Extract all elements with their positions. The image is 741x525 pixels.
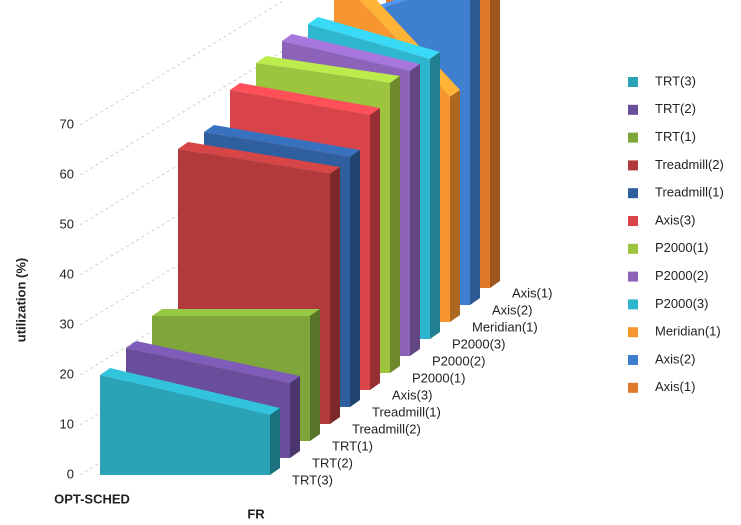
ribbon-side (450, 90, 460, 322)
y-tick-label: 30 (60, 316, 74, 331)
x-tick-label: FR (247, 506, 265, 521)
ribbon-top (126, 341, 300, 383)
ribbon-top (100, 368, 280, 415)
ribbon (100, 375, 270, 475)
y-tick-label: 40 (60, 266, 74, 281)
series-depth-label: Meridian(1) (472, 319, 538, 334)
ribbon-side (490, 0, 500, 288)
series-depth-label: P2000(3) (452, 336, 505, 351)
legend-swatch (628, 382, 638, 393)
series-depth-label: P2000(1) (412, 370, 465, 385)
legend-label: Treadmill(2) (655, 157, 724, 172)
series-depth-label: Treadmill(1) (372, 404, 441, 419)
legend-label: Axis(3) (655, 212, 695, 227)
ribbon-top (282, 34, 420, 71)
x-tick-label: OPT-SCHED (54, 491, 130, 506)
legend-label: P2000(2) (655, 268, 708, 283)
series-depth-label: Axis(3) (392, 387, 432, 402)
legend-swatch (628, 216, 638, 226)
ribbon-side (470, 0, 480, 305)
series-depth-label: Treadmill(2) (352, 421, 421, 436)
ribbon-side (430, 52, 440, 339)
legend-swatch (628, 355, 638, 365)
legend-swatch (628, 132, 638, 143)
ribbon-side (310, 309, 320, 441)
series-depth-label: Axis(1) (512, 285, 552, 300)
legend-label: Axis(1) (655, 379, 695, 394)
series-depth-label: Axis(2) (492, 302, 532, 317)
ribbon-side (410, 64, 420, 356)
ribbon-top (178, 142, 340, 174)
legend-swatch (628, 160, 638, 171)
legend-label: Axis(2) (655, 351, 695, 366)
ribbon-side (390, 76, 400, 373)
legend-swatch (628, 327, 638, 338)
legend-swatch (628, 271, 638, 282)
legend-label: Meridian(1) (655, 324, 721, 339)
legend-swatch (628, 104, 638, 115)
ribbon-side (330, 167, 340, 424)
series-depth-label: P2000(2) (432, 353, 485, 368)
ribbon-side (290, 376, 300, 458)
y-tick-label: 60 (60, 166, 74, 181)
ribbon-top (230, 83, 380, 115)
y-axis-label: utilization (%) (13, 258, 28, 343)
y-tick-label: 0 (67, 466, 74, 481)
legend-label: Treadmill(1) (655, 185, 724, 200)
ribbon-side (370, 108, 380, 390)
ribbon-top (256, 56, 400, 83)
y-tick-label: 50 (60, 216, 74, 231)
ribbon-side (270, 408, 280, 475)
legend-label: TRT(2) (655, 101, 696, 116)
legend-swatch (628, 188, 638, 199)
ribbon-top (308, 17, 440, 59)
series-depth-label: TRT(2) (312, 455, 353, 470)
ribbon-top (152, 309, 320, 316)
legend-label: TRT(3) (655, 73, 696, 88)
ribbon-side (350, 150, 360, 407)
y-tick-label: 70 (60, 116, 74, 131)
legend-swatch (628, 77, 638, 87)
series-depth-label: TRT(1) (332, 438, 373, 453)
series-depth-label: TRT(3) (292, 472, 333, 487)
legend-label: P2000(1) (655, 240, 708, 255)
y-tick-label: 10 (60, 416, 74, 431)
y-tick-label: 20 (60, 366, 74, 381)
legend-swatch (628, 243, 638, 254)
ribbon-top (204, 125, 360, 157)
legend-label: P2000(3) (655, 296, 708, 311)
legend-swatch (628, 299, 638, 310)
legend-label: TRT(1) (655, 129, 696, 144)
